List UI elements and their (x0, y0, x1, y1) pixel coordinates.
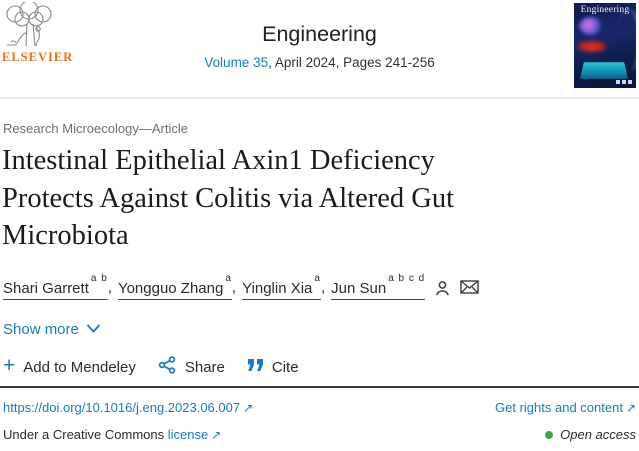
article-category: Research Microecology—Article (3, 121, 188, 136)
author-affiliations: a b (90, 273, 108, 284)
corresponding-author-email-icon[interactable] (460, 280, 479, 298)
author-affiliations: a (314, 273, 321, 284)
share-icon (158, 356, 177, 378)
share-button[interactable]: Share (158, 356, 225, 378)
author-separator: , (231, 279, 237, 296)
mendeley-label: Add to Mendeley (23, 358, 136, 376)
show-more-label: Show more (3, 321, 79, 338)
section-divider (0, 386, 639, 388)
author-profile-icon[interactable] (434, 280, 451, 301)
author-link[interactable]: Shari Garretta b (3, 273, 108, 300)
author-separator: , (107, 279, 112, 296)
journal-header: Engineering Volume 35, April 2024, Pages… (204, 22, 434, 70)
article-title: Intestinal Epithelial Axin1 Deficiency P… (2, 142, 602, 255)
show-more-button[interactable]: Show more (3, 321, 101, 338)
cite-button[interactable]: Cite (247, 358, 299, 377)
journal-issue-line: Volume 35, April 2024, Pages 241-256 (204, 55, 434, 70)
external-link-icon: ↗ (211, 428, 222, 442)
author-link[interactable]: Yongguo Zhanga (117, 273, 232, 300)
doi-link[interactable]: https://doi.org/10.1016/j.eng.2023.06.00… (3, 400, 254, 415)
cover-book-art (580, 62, 628, 79)
license-row: Under a Creative Commons license ↗ Open a… (3, 427, 636, 442)
cover-title: Engineering (580, 5, 630, 15)
title-line-1: Intestinal Epithelial Axin1 Deficiency (2, 145, 435, 176)
author-affiliations: a (225, 273, 232, 284)
plus-icon: + (3, 354, 16, 377)
open-access-label: Open access (560, 427, 636, 442)
title-line-3: Microbiota (2, 220, 129, 251)
chevron-down-icon (86, 321, 101, 338)
elsevier-logo[interactable]: ELSEVIER (2, 2, 72, 65)
issue-info: , April 2024, Pages 241-256 (268, 55, 435, 70)
license-text: Under a Creative Commons license ↗ (3, 427, 222, 442)
doi-row: https://doi.org/10.1016/j.eng.2023.06.00… (3, 400, 636, 415)
journal-cover-thumbnail[interactable]: Engineering (574, 3, 636, 88)
cover-molecule-art (577, 40, 607, 53)
author-list: Shari Garretta b, Yongguo Zhanga, Yingli… (3, 273, 479, 301)
elsevier-wordmark: ELSEVIER (2, 50, 74, 64)
article-toolbar: + Add to Mendeley Share Cite (3, 354, 321, 378)
author-affiliations: a b c d (388, 273, 426, 284)
author-separator: , (320, 279, 326, 296)
author-link[interactable]: Jun Suna b c d (331, 273, 426, 300)
open-access-badge: Open access (545, 427, 636, 442)
cite-quote-icon (247, 358, 264, 377)
cite-label: Cite (271, 358, 299, 376)
header-divider (0, 97, 639, 99)
share-label: Share (184, 358, 225, 376)
elsevier-tree-icon (2, 2, 72, 48)
external-link-icon: ↗ (243, 401, 254, 415)
open-access-dot-icon (545, 430, 554, 439)
title-line-2: Protects Against Colitis via Altered Gut (2, 182, 455, 214)
license-link[interactable]: license ↗ (167, 427, 222, 442)
add-to-mendeley-button[interactable]: + Add to Mendeley (3, 354, 136, 377)
volume-link[interactable]: Volume 35 (204, 55, 269, 70)
get-rights-link[interactable]: Get rights and content ↗ (495, 400, 636, 415)
author-link[interactable]: Yinglin Xiaa (242, 273, 321, 300)
external-link-icon: ↗ (625, 401, 636, 415)
journal-title-link[interactable]: Engineering (262, 22, 377, 46)
cover-brain-art (579, 17, 603, 35)
cover-swirl-art (616, 9, 636, 71)
cover-footer-marks (616, 80, 632, 84)
